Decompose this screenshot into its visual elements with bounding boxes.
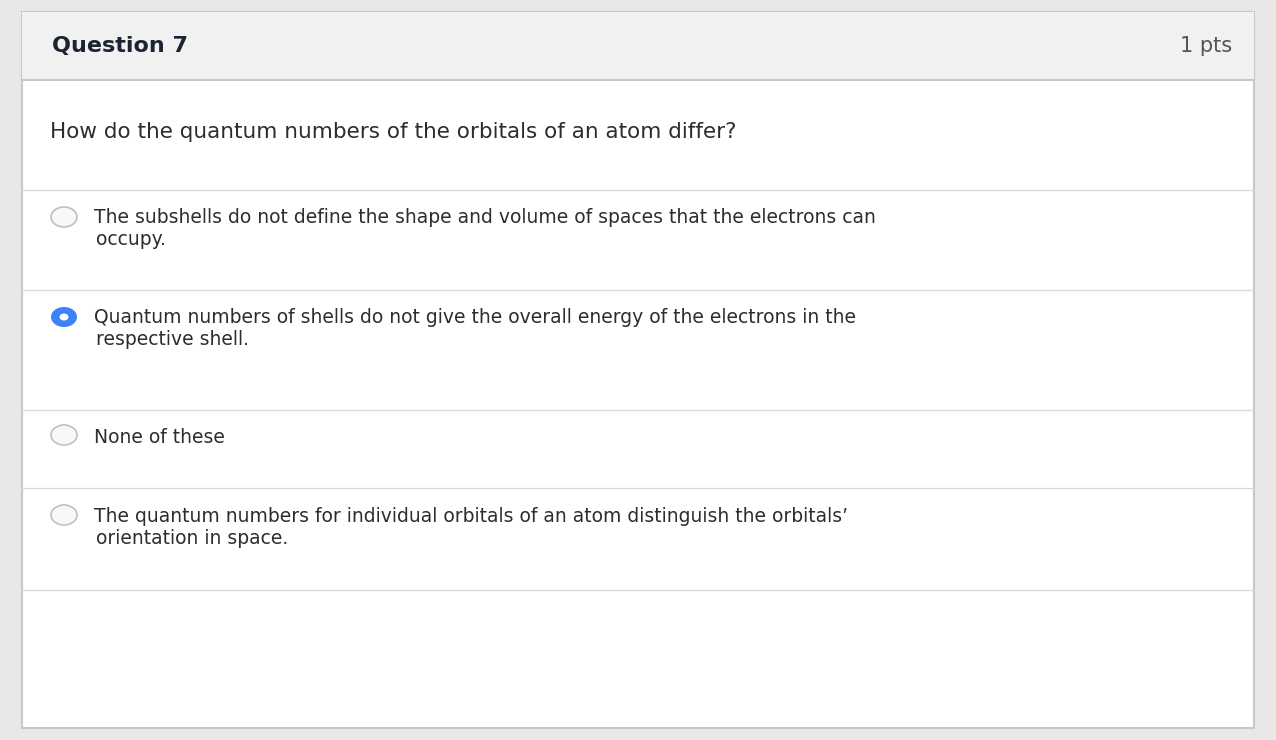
Ellipse shape <box>51 207 77 227</box>
Text: orientation in space.: orientation in space. <box>96 529 288 548</box>
Text: The quantum numbers for individual orbitals of an atom distinguish the orbitals’: The quantum numbers for individual orbit… <box>94 507 849 526</box>
Ellipse shape <box>51 307 77 327</box>
Text: The subshells do not define the shape and volume of spaces that the electrons ca: The subshells do not define the shape an… <box>94 208 875 227</box>
Text: occupy.: occupy. <box>96 230 166 249</box>
Text: Question 7: Question 7 <box>52 36 188 56</box>
Text: Quantum numbers of shells do not give the overall energy of the electrons in the: Quantum numbers of shells do not give th… <box>94 308 856 327</box>
Text: None of these: None of these <box>94 428 225 447</box>
Text: How do the quantum numbers of the orbitals of an atom differ?: How do the quantum numbers of the orbita… <box>50 122 736 142</box>
Bar <box>22 12 1254 80</box>
Text: 1 pts: 1 pts <box>1180 36 1233 56</box>
Ellipse shape <box>60 314 69 320</box>
Text: respective shell.: respective shell. <box>96 330 249 349</box>
Ellipse shape <box>51 505 77 525</box>
Ellipse shape <box>51 425 77 445</box>
